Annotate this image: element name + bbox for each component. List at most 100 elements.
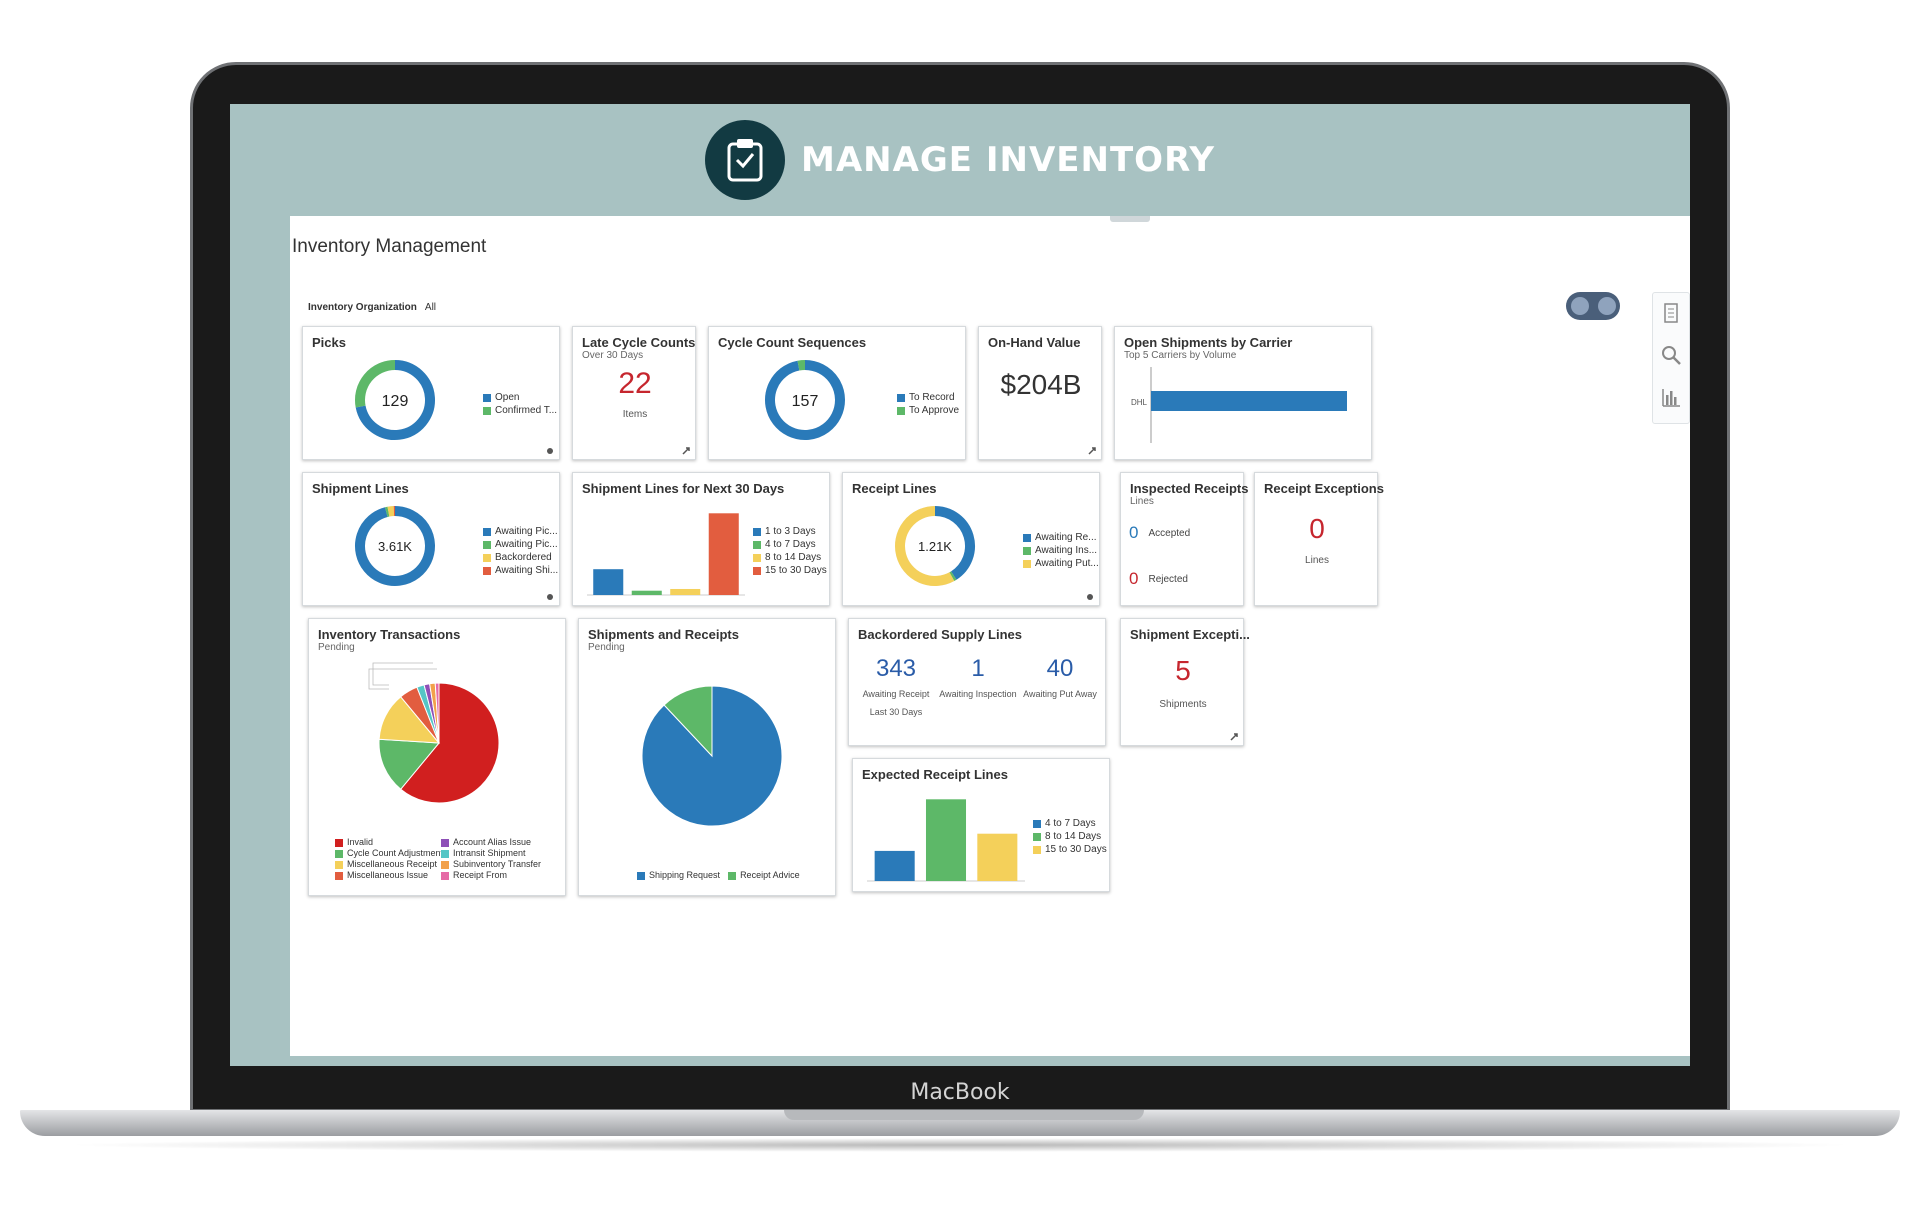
donut-segment[interactable] — [387, 506, 395, 517]
open-shipments-card[interactable]: Open Shipments by Carrier Top 5 Carriers… — [1114, 326, 1372, 460]
receipt-exceptions-value[interactable]: 0 — [1309, 513, 1325, 544]
legend-label: Cycle Count Adjustment — [347, 848, 444, 858]
donut-segment[interactable] — [934, 506, 975, 580]
card-title: Open Shipments by Carrier — [1124, 335, 1293, 350]
metric-value: 343 — [875, 655, 917, 682]
shipment-lines-30-card[interactable]: Shipment Lines for Next 30 Days 1 to 3 D… — [572, 472, 830, 606]
expected-receipt-bar-chart[interactable] — [861, 789, 1031, 885]
donut-segment[interactable] — [797, 360, 806, 371]
shipment-lines-card[interactable]: Shipment Lines 3.61K Awaiting Pic... Awa… — [302, 472, 560, 606]
late-count-caption: Items — [622, 409, 648, 420]
picks-legend: Open Confirmed T... — [483, 391, 557, 417]
bar-chart-icon[interactable] — [1659, 385, 1683, 409]
expand-icon[interactable] — [1229, 732, 1239, 742]
expand-icon[interactable] — [1085, 592, 1095, 602]
legend-item: Open — [483, 391, 557, 404]
backordered-metrics: 343 Awaiting Receipt Last 30 Days 1 Awai… — [855, 655, 1101, 717]
legend-label: Shipping Request — [649, 870, 721, 880]
card-title: Inspected Receipts — [1130, 481, 1249, 496]
pie-slice[interactable] — [400, 682, 500, 804]
carrier-bar-chart[interactable]: DHL — [1125, 363, 1361, 449]
card-subtitle: Top 5 Carriers by Volume — [1124, 350, 1237, 361]
legend-label: Awaiting Pic... — [495, 539, 558, 550]
pie-slice[interactable] — [378, 738, 441, 790]
picks-card[interactable]: Picks 129 Open Confirmed T... — [302, 326, 560, 460]
shipment-30-bar-chart[interactable] — [581, 503, 751, 599]
shipment-exceptions-card[interactable]: Shipment Excepti... 5 Shipments — [1120, 618, 1250, 746]
donut-total: 1.21K — [918, 539, 952, 554]
legend-label: 15 to 30 Days — [765, 565, 827, 576]
legend-swatch — [1033, 832, 1041, 841]
legend-swatch — [441, 838, 449, 847]
expand-icon[interactable] — [681, 446, 691, 456]
bar[interactable] — [977, 833, 1018, 881]
legend-label: Awaiting Pic... — [495, 526, 558, 537]
receipt-exceptions-card[interactable]: Receipt Exceptions 0 Lines — [1254, 472, 1384, 606]
donut-segment[interactable] — [355, 506, 435, 586]
view-toggle[interactable] — [1566, 292, 1620, 320]
donut-segment[interactable] — [949, 571, 957, 582]
receipt-lines-donut[interactable]: 1.21K — [893, 499, 977, 593]
metric-awaiting-put-away[interactable]: 40 Awaiting Put Away — [1019, 655, 1101, 717]
pie-slice[interactable] — [663, 685, 713, 758]
shipment-lines-legend: Awaiting Pic... Awaiting Pic... Backorde… — [483, 525, 558, 577]
card-title: Receipt Lines — [852, 481, 937, 496]
metric-value: 1 — [971, 655, 985, 682]
receipt-lines-card[interactable]: Receipt Lines 1.21K Awaiting Re... Await… — [842, 472, 1100, 606]
donut-segment[interactable] — [765, 360, 845, 440]
shipments-and-receipts-card[interactable]: Shipments and Receipts Pending Shipping … — [578, 618, 836, 896]
metric-awaiting-receipt[interactable]: 343 Awaiting Receipt Last 30 Days — [855, 655, 937, 717]
inventory-transactions-card[interactable]: Inventory Transactions Pending Invalid A… — [308, 618, 566, 896]
card-title: Shipment Lines for Next 30 Days — [582, 481, 785, 496]
late-count-value[interactable]: 22 — [618, 367, 652, 400]
donut-segment[interactable] — [895, 506, 955, 586]
document-icon[interactable] — [1659, 301, 1683, 325]
clipboard-check-icon — [704, 120, 785, 200]
expected-receipt-lines-card[interactable]: Expected Receipt Lines 4 to 7 Days 8 to … — [852, 758, 1110, 892]
expand-icon[interactable] — [1087, 446, 1097, 456]
cycle-count-donut[interactable]: 157 — [763, 353, 847, 447]
device-label: MacBook — [910, 1080, 1010, 1105]
bar[interactable] — [593, 569, 624, 595]
metric-awaiting-inspection[interactable]: 1 Awaiting Inspection — [937, 655, 1019, 717]
legend-item: Receipt From — [441, 870, 545, 881]
inventory-transactions-pie[interactable] — [349, 655, 529, 825]
donut-segment[interactable] — [355, 360, 396, 408]
legend-item: Awaiting Re... — [1023, 531, 1099, 544]
scroll-handle[interactable] — [1110, 216, 1150, 222]
page-title: Inventory Management — [292, 236, 487, 257]
bar[interactable] — [874, 850, 915, 881]
accepted-row[interactable]: 0 Accepted — [1129, 523, 1190, 543]
late-cycle-counts-card[interactable]: Late Cycle Counts Over 30 Days 22 Items — [572, 326, 696, 460]
backordered-supply-lines-card[interactable]: Backordered Supply Lines 343 Awaiting Re… — [848, 618, 1106, 746]
org-filter[interactable]: Inventory Organization All — [308, 302, 436, 313]
donut-total: 3.61K — [378, 539, 412, 554]
bar[interactable] — [631, 590, 662, 595]
rejected-label: Rejected — [1148, 573, 1188, 585]
expand-icon[interactable] — [545, 446, 555, 456]
inspected-receipts-card[interactable]: Inspected Receipts Lines 0 Accepted 0 Reje… — [1120, 472, 1249, 606]
bar[interactable] — [925, 799, 967, 881]
shipment-exceptions-value[interactable]: 5 — [1175, 655, 1191, 686]
cycle-count-sequences-card[interactable]: Cycle Count Sequences 157 To Record To A… — [708, 326, 966, 460]
bar[interactable] — [670, 588, 701, 595]
shipment-lines-donut[interactable]: 3.61K — [353, 499, 437, 593]
search-icon[interactable] — [1659, 343, 1683, 367]
shipments-receipts-pie[interactable] — [627, 669, 797, 839]
donut-segment[interactable] — [355, 360, 435, 440]
picks-donut[interactable]: 129 — [353, 353, 437, 447]
rejected-row[interactable]: 0 Rejected — [1129, 569, 1188, 589]
legend-swatch — [335, 838, 343, 847]
screen: MANAGE INVENTORY Inventory Management In… — [230, 104, 1690, 1066]
bar[interactable] — [708, 513, 739, 595]
accepted-value: 0 — [1129, 523, 1139, 542]
legend-swatch — [483, 540, 491, 549]
on-hand-value-card[interactable]: On-Hand Value $204B — [978, 326, 1102, 460]
accepted-label: Accepted — [1148, 527, 1191, 539]
bar[interactable] — [1151, 391, 1347, 411]
legend-label: Awaiting Put... — [1035, 558, 1099, 569]
legend-swatch — [483, 406, 491, 415]
on-hand-value[interactable]: $204B — [1000, 369, 1082, 400]
expand-icon[interactable] — [545, 592, 555, 602]
pie-slice[interactable] — [434, 682, 440, 744]
